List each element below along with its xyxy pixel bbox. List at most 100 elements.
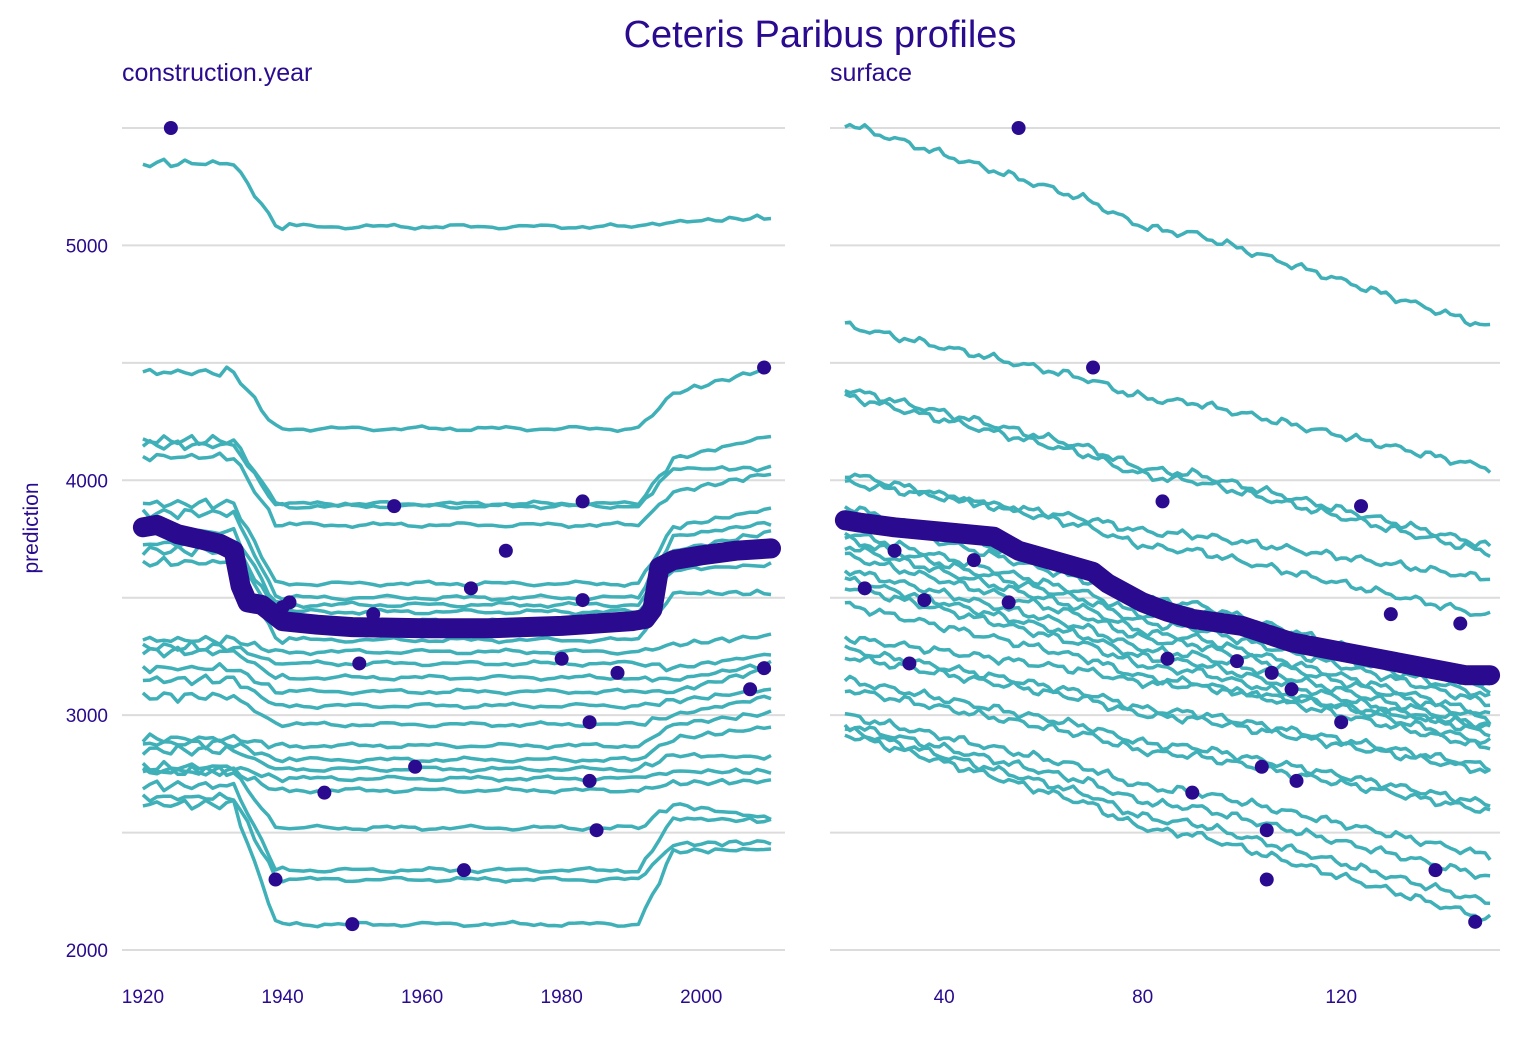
profile-line [843, 674, 1491, 808]
observation-point [408, 759, 423, 774]
observation-point [887, 543, 902, 558]
x-tick-label: 1920 [122, 987, 164, 1008]
x-tick-label: 1980 [541, 987, 583, 1008]
observation-point [1001, 595, 1016, 610]
profile-line [141, 662, 772, 696]
profile-line [142, 364, 772, 434]
observation-point [345, 917, 360, 932]
profile-line [844, 726, 1491, 906]
observation-point [1383, 607, 1398, 622]
observation-point [554, 651, 569, 666]
profile-line [141, 691, 772, 729]
chart-title: Ceteris Paribus profiles [624, 14, 1017, 56]
observation-point [1229, 654, 1244, 669]
observation-point [757, 360, 772, 375]
profile-line [844, 586, 1492, 746]
profile-line [142, 632, 772, 657]
observation-point [582, 715, 597, 730]
profile-line [141, 639, 772, 673]
profile-line [844, 733, 1492, 923]
x-tick-label: 120 [1325, 987, 1357, 1008]
x-tick-label: 2000 [680, 987, 722, 1008]
x-axis-ticks: 1920 1940 1960 1980 2000 40 80 120 [122, 987, 1357, 1008]
profile-line [142, 433, 772, 509]
observation-point [463, 581, 478, 596]
observation-point [498, 543, 513, 558]
profile-line [142, 497, 772, 588]
observation-point [582, 773, 597, 788]
average-profile-line [132, 514, 781, 639]
profile-line [844, 711, 1492, 861]
profile-line [844, 600, 1491, 751]
observation-point [1289, 773, 1304, 788]
observation-point [589, 823, 604, 838]
observation-point [352, 656, 367, 671]
y-tick-label: 2000 [66, 941, 108, 962]
observation-point [1468, 914, 1483, 929]
profile-line [142, 451, 772, 530]
profile-line [844, 388, 1492, 549]
observation-point [1185, 785, 1200, 800]
profile-line [844, 320, 1492, 474]
profile-line [141, 791, 772, 884]
observation-point [1284, 682, 1299, 697]
panel-surface [834, 121, 1501, 929]
observation-point [163, 121, 178, 135]
observation-point [857, 581, 872, 596]
observation-point [1160, 651, 1175, 666]
profile-line [141, 743, 772, 774]
x-tick-label: 40 [934, 987, 955, 1008]
profile-line [844, 654, 1491, 775]
observation-point [1011, 121, 1026, 135]
observation-point [575, 494, 590, 509]
y-tick-label: 5000 [66, 236, 108, 257]
observation-point [456, 863, 471, 878]
observation-point [1259, 872, 1274, 887]
profile-line [844, 545, 1491, 716]
profile-line [844, 478, 1491, 582]
observation-point [902, 656, 917, 671]
observation-point [275, 600, 290, 615]
observation-point [1259, 823, 1274, 838]
y-tick-label: 3000 [66, 706, 108, 727]
profile-line [142, 765, 772, 795]
average-profile-line [834, 510, 1501, 686]
profile-line [141, 645, 772, 683]
observation-point [268, 872, 283, 887]
observation-point [1155, 494, 1170, 509]
observation-point [575, 593, 590, 608]
profile-line [844, 689, 1491, 814]
profile-line [843, 723, 1491, 880]
observation-point [1334, 715, 1349, 730]
profile-line [844, 472, 1491, 617]
panel-subtitle-construction-year: construction.year [122, 59, 312, 87]
y-axis-label: prediction [20, 482, 43, 573]
observation-point [743, 682, 758, 697]
observation-point [317, 785, 332, 800]
profile-line [142, 798, 772, 929]
observation-point [1354, 499, 1369, 514]
profile-line [141, 759, 772, 784]
profile-line [843, 635, 1491, 730]
y-axis-ticks: 2000 3000 4000 5000 [66, 236, 108, 962]
panel-subtitle-surface: surface [830, 59, 912, 87]
x-tick-label: 1960 [401, 987, 443, 1008]
y-tick-label: 4000 [66, 471, 108, 492]
x-tick-label: 80 [1132, 987, 1153, 1008]
profile-line [844, 122, 1491, 328]
observation-point [1428, 863, 1443, 878]
profile-line [142, 673, 772, 711]
profile-line [844, 534, 1491, 708]
profile-line [141, 764, 772, 832]
profile-line [141, 709, 772, 751]
panel-construction-year [132, 121, 781, 932]
observation-point [610, 665, 625, 680]
observation-point [387, 499, 402, 514]
observation-point [1086, 360, 1101, 375]
profile-line [142, 725, 772, 764]
profile-line [844, 644, 1491, 773]
profile-line [844, 551, 1492, 726]
observation-point [917, 593, 932, 608]
profile-line [141, 438, 772, 511]
